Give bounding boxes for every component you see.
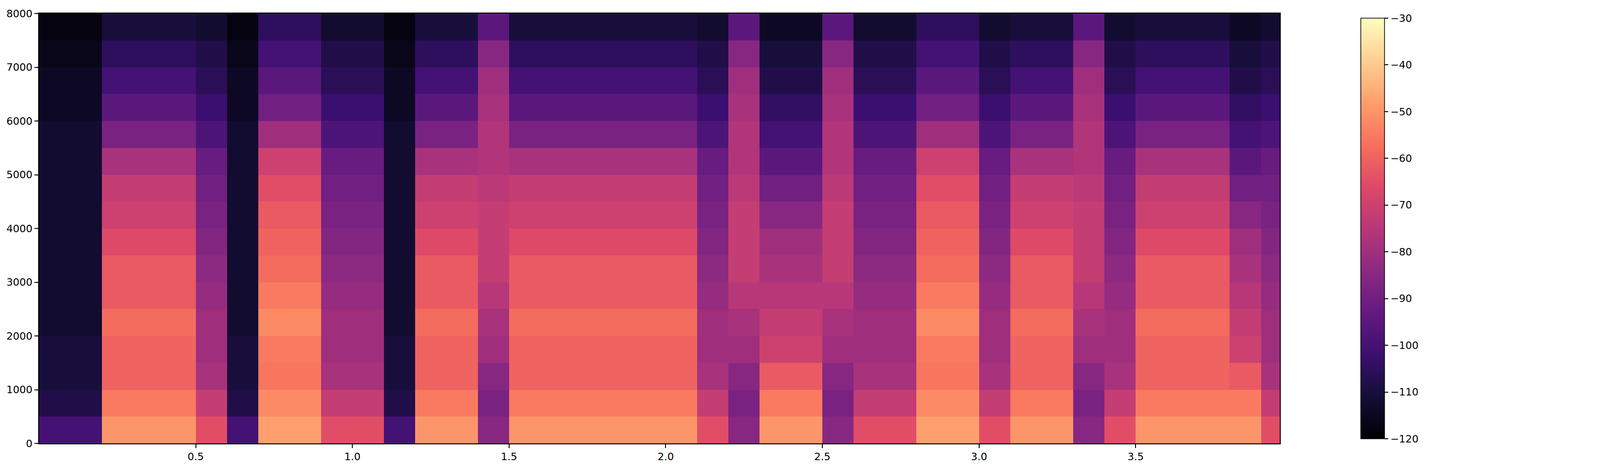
svg-text:4000: 4000 — [6, 222, 33, 235]
svg-text:−80: −80 — [1390, 246, 1412, 258]
svg-text:1.5: 1.5 — [500, 450, 518, 463]
svg-text:2.0: 2.0 — [657, 450, 674, 463]
svg-text:3000: 3000 — [6, 276, 33, 289]
svg-text:1000: 1000 — [6, 383, 33, 396]
svg-text:−60: −60 — [1390, 152, 1412, 165]
svg-text:5000: 5000 — [6, 168, 33, 181]
svg-text:0: 0 — [26, 437, 33, 450]
svg-text:−110: −110 — [1390, 386, 1419, 398]
svg-text:−100: −100 — [1390, 339, 1419, 352]
svg-text:−30: −30 — [1390, 12, 1412, 25]
svg-text:8000: 8000 — [6, 7, 33, 20]
svg-text:1.0: 1.0 — [344, 450, 361, 463]
svg-text:−50: −50 — [1390, 106, 1412, 118]
svg-text:2.5: 2.5 — [814, 450, 831, 463]
svg-text:0.5: 0.5 — [187, 450, 204, 463]
svg-text:2000: 2000 — [6, 330, 33, 343]
svg-text:3.0: 3.0 — [970, 450, 988, 463]
svg-text:6000: 6000 — [6, 115, 33, 128]
svg-text:−120: −120 — [1390, 433, 1419, 445]
svg-text:−70: −70 — [1390, 199, 1412, 211]
svg-text:−90: −90 — [1390, 292, 1412, 305]
svg-text:3.5: 3.5 — [1127, 450, 1144, 463]
svg-text:−40: −40 — [1390, 59, 1412, 71]
svg-text:7000: 7000 — [6, 61, 33, 74]
